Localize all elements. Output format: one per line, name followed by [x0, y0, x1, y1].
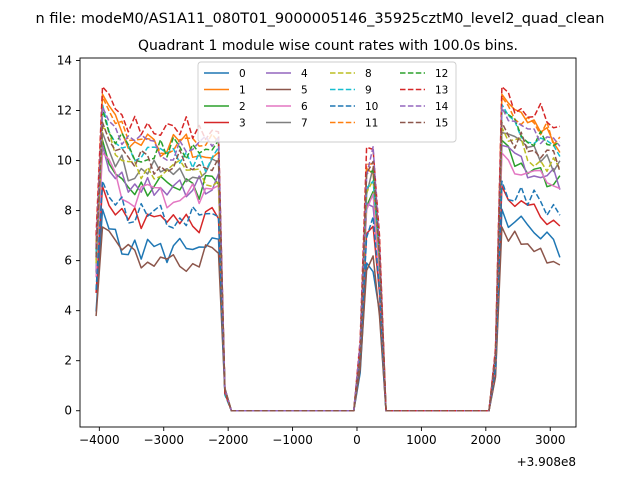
- chart-title: Quadrant 1 module wise count rates with …: [138, 38, 518, 54]
- legend-label-10: 10: [365, 101, 378, 113]
- series-line-0: [95, 208, 561, 412]
- legend-label-2: 2: [239, 101, 246, 113]
- x-tick-label: 1000: [406, 433, 437, 447]
- legend-label-11: 11: [365, 118, 378, 130]
- legend-label-7: 7: [301, 118, 308, 130]
- y-tick-label: 4: [64, 304, 72, 318]
- legend-label-1: 1: [239, 85, 246, 97]
- legend-label-9: 9: [365, 85, 372, 97]
- legend-label-0: 0: [239, 68, 246, 80]
- y-tick-label: 6: [64, 254, 72, 268]
- series-line-2: [95, 139, 561, 412]
- y-tick-label: 0: [64, 404, 72, 418]
- series-line-11: [95, 96, 561, 412]
- plot-frame: [79, 57, 577, 428]
- legend-label-4: 4: [301, 68, 308, 80]
- series-line-4: [95, 144, 561, 412]
- x-tick-label: −1000: [272, 433, 313, 447]
- y-tick-label: 14: [57, 54, 72, 68]
- series-line-6: [95, 152, 561, 412]
- x-tick-label: −4000: [79, 433, 120, 447]
- x-tick-label: 0: [353, 433, 361, 447]
- legend-label-15: 15: [435, 118, 448, 130]
- legend-label-5: 5: [301, 85, 308, 97]
- y-tick-label: 2: [64, 354, 72, 368]
- x-tick-label: 2000: [471, 433, 502, 447]
- y-tick-label: 12: [57, 104, 72, 118]
- legend-box: [197, 61, 457, 143]
- figure-suptitle: n file: modeM0/AS1A11_080T01_9000005146_…: [36, 11, 605, 27]
- x-offset-label: +3.908e8: [517, 455, 576, 469]
- legend-label-6: 6: [301, 101, 308, 113]
- legend-label-13: 13: [435, 85, 448, 97]
- legend-label-12: 12: [435, 68, 448, 80]
- series-line-5: [95, 226, 561, 412]
- x-tick-label: 3000: [535, 433, 566, 447]
- x-tick-label: −3000: [143, 433, 184, 447]
- series-line-15: [95, 121, 561, 412]
- legend-label-8: 8: [365, 68, 372, 80]
- x-tick-label: −2000: [208, 433, 249, 447]
- series-line-7: [95, 131, 561, 412]
- y-axis: 0 2 4 6 8 10 12 14: [57, 54, 80, 418]
- y-tick-label: 8: [64, 204, 72, 218]
- legend-label-3: 3: [239, 118, 246, 130]
- series-layer: [95, 85, 561, 412]
- series-line-10: [95, 180, 561, 412]
- x-axis: −4000 −3000 −2000 −1000 0 1000 2000 3000: [79, 427, 566, 447]
- y-tick-label: 10: [57, 154, 72, 168]
- legend-label-14: 14: [435, 101, 449, 113]
